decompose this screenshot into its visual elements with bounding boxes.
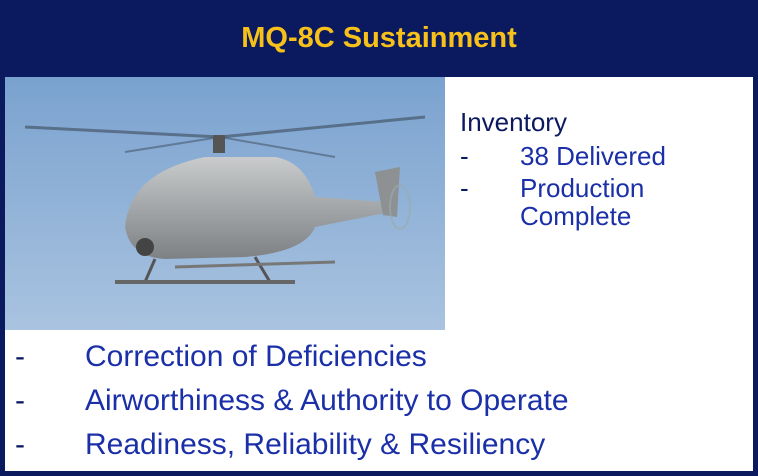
item-text: 38 Delivered (520, 142, 710, 170)
inventory-list: -38 Delivered-Production Complete (460, 142, 745, 230)
item-text: Correction of Deficiencies (85, 335, 427, 379)
bullet: - (15, 335, 85, 379)
item-text: Airworthiness & Authority to Operate (85, 379, 569, 423)
list-item: -38 Delivered (460, 142, 745, 170)
priority-list: -Correction of Deficiencies-Airworthines… (15, 335, 569, 467)
priorities: -Correction of Deficiencies-Airworthines… (15, 335, 569, 467)
helicopter-photo (5, 77, 445, 330)
bullet: - (15, 379, 85, 423)
bullet: - (460, 142, 520, 170)
inventory-heading: Inventory (460, 107, 745, 138)
slide: MQ-8C Sustainment (0, 0, 758, 476)
slide-title: MQ-8C Sustainment (0, 0, 758, 76)
item-text: Readiness, Reliability & Resiliency (85, 423, 545, 467)
inventory: Inventory -38 Delivered-Production Compl… (460, 107, 745, 230)
list-item: -Correction of Deficiencies (15, 335, 569, 379)
bullet: - (15, 423, 85, 467)
list-item: -Production Complete (460, 174, 745, 230)
content: Inventory -38 Delivered-Production Compl… (5, 77, 753, 471)
list-item: -Readiness, Reliability & Resiliency (15, 423, 569, 467)
bullet: - (460, 174, 520, 230)
item-text: Production Complete (520, 174, 710, 230)
list-item: -Airworthiness & Authority to Operate (15, 379, 569, 423)
